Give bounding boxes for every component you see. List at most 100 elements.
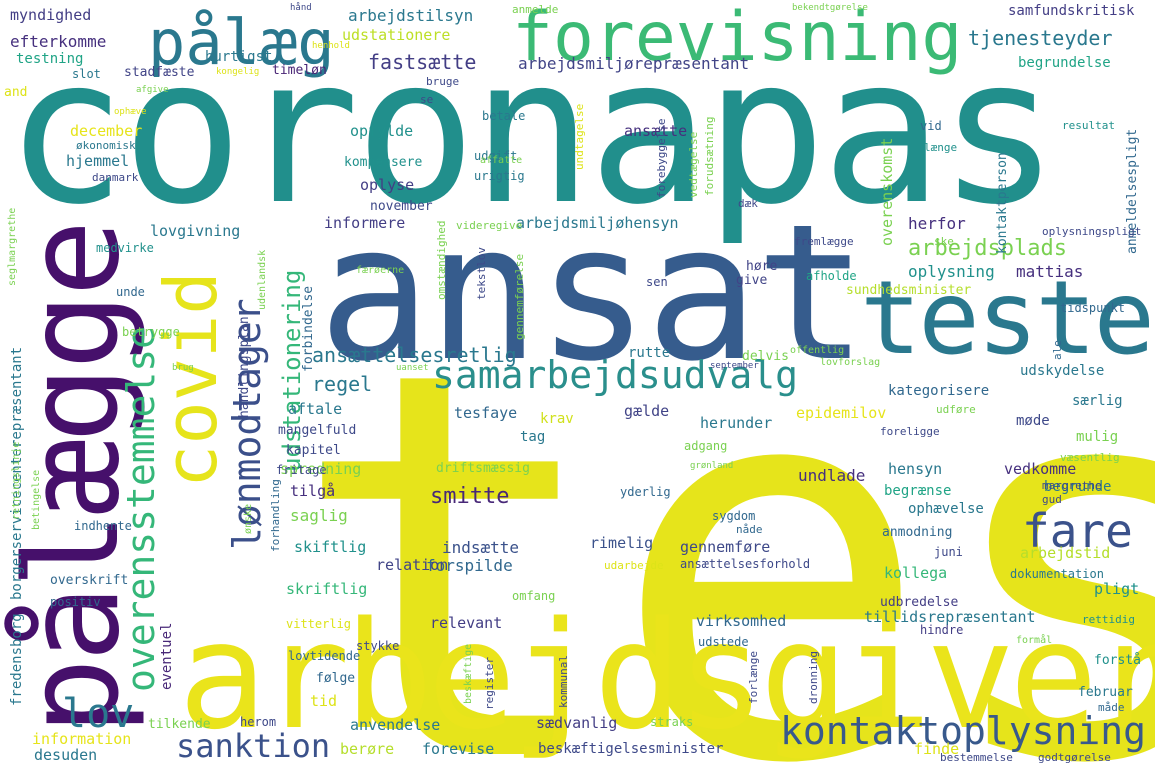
cloud-word: begrunde [1044, 479, 1112, 495]
cloud-word: rettidig [1082, 613, 1135, 626]
cloud-word: videregive [456, 219, 523, 232]
cloud-word: teste [860, 259, 1155, 378]
cloud-word: rutte [628, 345, 671, 361]
cloud-word: udgift [474, 149, 518, 163]
cloud-word: hånd [290, 3, 312, 13]
cloud-word: betrygge [122, 325, 180, 339]
cloud-word: seglmargrethe [7, 207, 18, 286]
cloud-word: ale [1051, 340, 1064, 360]
cloud-word: formål [1016, 635, 1053, 646]
cloud-word: forbindelse [301, 285, 316, 372]
cloud-word: dokumentation [1010, 567, 1104, 581]
cloud-word: udskydelse [1020, 363, 1105, 379]
cloud-word: samarbejdsudvalg [432, 353, 799, 397]
cloud-word: lov [62, 691, 135, 737]
cloud-word: arbejdsmiljøhensyn [516, 214, 679, 232]
cloud-word: mangelfuld [278, 423, 357, 438]
cloud-word: arbejdstilsyn [348, 6, 474, 25]
cloud-word: unde [116, 285, 145, 299]
cloud-word: dæk [738, 197, 758, 210]
cloud-word: pligt [1094, 580, 1140, 598]
cloud-word: vitterlig [286, 617, 352, 631]
cloud-word: kontaktoplysning [780, 709, 1147, 753]
cloud-word: desuden [34, 746, 98, 764]
cloud-word: februar [1078, 685, 1133, 700]
cloud-word: henhold [312, 41, 350, 51]
cloud-word: ansætte [624, 122, 688, 140]
cloud-word: sanktion [176, 727, 331, 765]
cloud-word: vedkomme [1004, 460, 1077, 478]
cloud-word: aftale [288, 400, 343, 418]
cloud-word: dronning [807, 651, 820, 704]
cloud-word: spredning [280, 460, 362, 478]
cloud-word: straks [650, 715, 694, 729]
cloud-word: arbejdsplads [908, 236, 1067, 261]
cloud-word: forebyggelse [655, 118, 668, 198]
cloud-word: margrethe [1042, 479, 1102, 492]
cloud-word: brug [172, 363, 194, 373]
cloud-word: omfang [512, 589, 556, 603]
cloud-word: pålæg [148, 6, 335, 79]
cloud-word: fastsætte [368, 50, 477, 74]
cloud-word: samfundskritisk [1008, 3, 1135, 19]
cloud-word: adgang [684, 439, 728, 453]
cloud-word: myndighed [10, 6, 92, 24]
cloud-word: færøerne [356, 265, 405, 276]
cloud-word: vedtægelse [687, 131, 700, 198]
cloud-word: lovtidende [288, 649, 361, 663]
cloud-word: tekstlov [475, 247, 488, 300]
cloud-word: arbejdstid [1020, 544, 1111, 562]
cloud-word: vid [920, 119, 942, 133]
cloud-word: tilgå [290, 482, 336, 500]
cloud-word: danmark [92, 171, 139, 184]
cloud-word: nåde [736, 523, 763, 536]
cloud-word: opfylde [350, 122, 414, 140]
cloud-word: begrænse [884, 483, 952, 499]
cloud-word: overensstemmelse [119, 325, 163, 692]
cloud-word: berøre [340, 740, 395, 758]
cloud-word: udbredelse [880, 595, 959, 610]
cloud-word: forhandling [269, 479, 282, 552]
cloud-word: udstationere [342, 26, 451, 44]
cloud-word: kollega [884, 564, 948, 582]
cloud-word: delvis [742, 349, 789, 364]
cloud-word: eventuel [159, 622, 175, 690]
cloud-word: ønske [243, 503, 254, 534]
cloud-word: forlænge [747, 651, 760, 704]
cloud-word: godtgørelse [1038, 751, 1111, 764]
cloud-word: arbejdsmiljørepræsentant [518, 54, 750, 73]
cloud-word: rimelig [590, 534, 654, 552]
cloud-word: positiv [50, 595, 101, 609]
cloud-word: måde [1098, 701, 1125, 714]
cloud-word: november [370, 199, 433, 214]
cloud-word: efterkomme [10, 32, 107, 51]
cloud-word: oplysning [908, 262, 995, 281]
cloud-word: epidemilov [796, 404, 887, 422]
cloud-word: smitte [430, 484, 510, 509]
cloud-word: bruge [426, 75, 460, 88]
cloud-word: mulig [1076, 429, 1119, 445]
cloud-word: fare [1022, 504, 1133, 558]
cloud-word: relevant [430, 614, 503, 632]
cloud-word: testning [16, 51, 84, 67]
cloud-word: overskrift [50, 573, 129, 588]
cloud-word: forspilde [426, 556, 513, 575]
cloud-word: sundhedsminister [846, 283, 972, 298]
cloud-word: oplyse [360, 176, 415, 194]
cloud-word: krav [540, 411, 574, 427]
cloud-word: anvendelse [350, 716, 441, 734]
cloud-word: skriftlig [286, 580, 368, 598]
cloud-word: hindre [920, 623, 964, 637]
cloud-word: september [710, 361, 759, 371]
cloud-word: kommunal [557, 655, 570, 708]
cloud-word: begrundelse [1018, 55, 1111, 71]
cloud-word: register [483, 657, 496, 710]
cloud-word: timeløn [272, 63, 327, 78]
cloud-word: retningslinje [11, 441, 22, 520]
cloud-word: regel [312, 372, 373, 396]
cloud-word: afholde [806, 269, 857, 283]
cloud-word: yderlig [620, 485, 671, 499]
cloud-word: anmelde [512, 3, 559, 16]
cloud-word: oplysningspligt [1042, 225, 1142, 238]
